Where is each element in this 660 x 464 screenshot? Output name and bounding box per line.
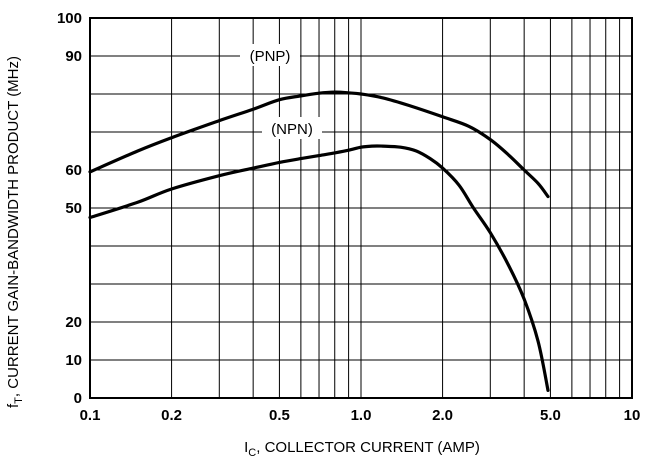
y-tick-label: 50 (65, 200, 82, 217)
x-axis-label: IC, COLLECTOR CURRENT (AMP) (244, 439, 480, 459)
x-tick-label: 0.5 (269, 407, 290, 424)
x-tick-label: 5.0 (540, 407, 561, 424)
series-line-npn (88, 144, 550, 392)
x-tick-labels: 0.1 0.2 0.5 1.0 2.0 5.0 10 (80, 407, 641, 424)
y-axis-label: fT, CURRENT GAIN-BANDWIDTH PRODUCT (MHz) (5, 56, 25, 408)
y-tick-labels: 0 10 20 50 60 90 100 (57, 10, 82, 407)
series-label-pnp-text: (PNP) (250, 48, 291, 65)
x-tick-label: 1.0 (351, 407, 372, 424)
y-tick-label: 10 (65, 352, 82, 369)
x-tick-label: 0.1 (80, 407, 101, 424)
y-tick-label: 90 (65, 48, 82, 65)
y-tick-label: 100 (57, 10, 82, 27)
y-tick-label: 0 (74, 390, 82, 407)
series-line-pnp (88, 90, 550, 199)
series-label-pnp: (PNP) (240, 44, 300, 66)
x-tick-label: 0.2 (161, 407, 182, 424)
y-tick-label: 20 (65, 314, 82, 331)
x-tick-label: 10 (624, 407, 641, 424)
y-tick-label: 60 (65, 162, 82, 179)
series-label-npn-text: (NPN) (271, 121, 313, 138)
x-tick-label: 2.0 (432, 407, 453, 424)
series-label-npn: (NPN) (262, 117, 322, 139)
plot-frame (89, 17, 633, 399)
series-lines (88, 90, 550, 392)
